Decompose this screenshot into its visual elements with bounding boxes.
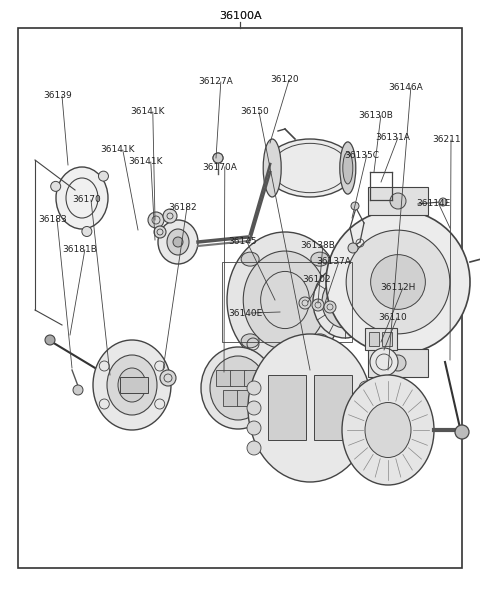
Ellipse shape <box>158 220 198 264</box>
Ellipse shape <box>201 347 275 429</box>
Circle shape <box>370 348 398 376</box>
Circle shape <box>359 401 373 415</box>
Ellipse shape <box>263 139 281 197</box>
Circle shape <box>326 210 470 354</box>
Ellipse shape <box>265 139 355 197</box>
Text: 36145: 36145 <box>228 238 257 247</box>
Text: 36170A: 36170A <box>202 162 237 172</box>
Ellipse shape <box>311 334 329 348</box>
Ellipse shape <box>241 334 259 348</box>
Text: 36211: 36211 <box>432 136 461 145</box>
Ellipse shape <box>340 142 356 194</box>
Text: 36100A: 36100A <box>219 11 261 21</box>
Ellipse shape <box>342 375 434 485</box>
Circle shape <box>73 385 83 395</box>
Text: 36137A: 36137A <box>316 257 351 267</box>
Text: 36183: 36183 <box>38 215 67 224</box>
Circle shape <box>160 370 176 386</box>
Circle shape <box>148 212 164 228</box>
Bar <box>368 349 428 377</box>
Ellipse shape <box>365 402 411 457</box>
Text: 36150: 36150 <box>240 107 269 116</box>
Bar <box>120 377 148 393</box>
Circle shape <box>359 441 373 455</box>
Text: 36120: 36120 <box>270 76 299 84</box>
Ellipse shape <box>343 152 353 184</box>
Circle shape <box>455 425 469 439</box>
Bar <box>216 370 232 386</box>
Circle shape <box>371 255 425 309</box>
Circle shape <box>346 230 450 334</box>
Circle shape <box>324 301 336 313</box>
Bar <box>244 370 260 386</box>
Text: 36182: 36182 <box>168 202 197 211</box>
Circle shape <box>247 401 261 415</box>
Circle shape <box>163 209 177 223</box>
Ellipse shape <box>210 356 266 420</box>
Circle shape <box>154 226 166 238</box>
Circle shape <box>348 243 358 253</box>
Ellipse shape <box>56 167 108 229</box>
Bar <box>268 375 306 440</box>
Circle shape <box>213 153 223 163</box>
Bar <box>369 332 379 346</box>
Bar <box>382 332 392 346</box>
Bar <box>365 328 397 350</box>
Text: 36114E: 36114E <box>416 199 450 208</box>
Ellipse shape <box>241 252 259 266</box>
Ellipse shape <box>311 252 329 266</box>
Ellipse shape <box>173 237 183 247</box>
Circle shape <box>312 299 324 311</box>
Circle shape <box>98 171 108 181</box>
Circle shape <box>387 294 403 310</box>
Circle shape <box>213 153 223 163</box>
Bar <box>237 390 253 406</box>
Text: 36140E: 36140E <box>228 309 262 317</box>
Text: 36139: 36139 <box>43 91 72 100</box>
Circle shape <box>82 227 92 237</box>
Text: 36130B: 36130B <box>358 112 393 120</box>
Ellipse shape <box>107 355 157 415</box>
Circle shape <box>390 193 406 209</box>
Bar <box>223 390 239 406</box>
Text: 36138B: 36138B <box>300 241 335 251</box>
Text: 36146A: 36146A <box>388 84 423 93</box>
Text: 36141K: 36141K <box>100 146 134 155</box>
Ellipse shape <box>118 368 146 402</box>
Circle shape <box>359 421 373 435</box>
Ellipse shape <box>93 340 171 430</box>
Ellipse shape <box>322 276 368 328</box>
Circle shape <box>439 198 447 206</box>
Bar <box>314 375 352 440</box>
Circle shape <box>45 335 55 345</box>
Circle shape <box>247 381 261 395</box>
Circle shape <box>359 381 373 395</box>
Ellipse shape <box>248 334 372 482</box>
Text: 36170: 36170 <box>72 195 101 205</box>
Ellipse shape <box>243 251 327 349</box>
Text: 36181B: 36181B <box>62 245 97 254</box>
Text: 36135C: 36135C <box>344 150 379 159</box>
Circle shape <box>351 202 359 210</box>
Circle shape <box>390 355 406 371</box>
Circle shape <box>51 181 60 191</box>
Bar <box>368 187 428 215</box>
Circle shape <box>299 297 311 309</box>
Bar <box>222 262 352 342</box>
Text: 36141K: 36141K <box>128 158 163 166</box>
Ellipse shape <box>313 266 377 338</box>
Text: 36110: 36110 <box>378 313 407 323</box>
Text: 36100A: 36100A <box>219 11 261 21</box>
Ellipse shape <box>167 229 189 255</box>
Text: 36102: 36102 <box>302 276 331 284</box>
Circle shape <box>247 441 261 455</box>
Circle shape <box>373 292 393 312</box>
Ellipse shape <box>227 232 343 368</box>
Circle shape <box>247 421 261 435</box>
Text: 36127A: 36127A <box>198 77 233 87</box>
Text: 36112H: 36112H <box>380 284 415 293</box>
Text: 36131A: 36131A <box>375 133 410 143</box>
Text: 36141K: 36141K <box>130 107 165 116</box>
Bar <box>230 370 246 386</box>
